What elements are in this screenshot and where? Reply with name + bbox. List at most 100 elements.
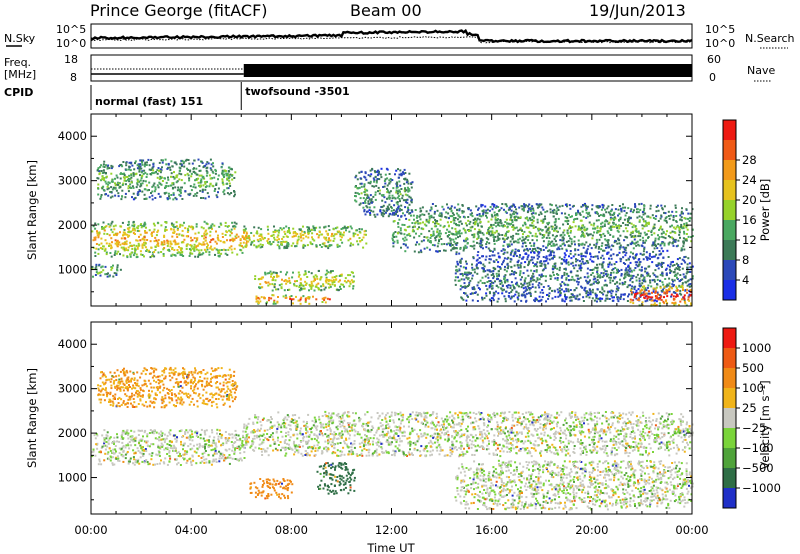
power-echo-cell [363,175,366,178]
power-echo-cell [203,234,206,237]
power-echo-cell [311,232,314,235]
power-echo-cell [541,269,544,272]
power-echo-cell [681,227,684,230]
power-echo-cell [588,221,591,224]
power-echo-cell [286,231,289,234]
power-echo-cell [180,179,183,182]
power-echo-cell [396,192,399,195]
power-echo-cell [156,169,159,172]
power-echo-cell [624,275,627,278]
power-echo-cell [643,290,646,293]
power-echo-cell [103,171,106,174]
power-echo-cell [364,201,367,204]
power-echo-cell [477,224,480,227]
power-echo-cell [103,249,106,252]
power-echo-cell [279,270,282,273]
power-echo-cell [647,273,650,276]
power-echo-cell [606,297,609,300]
power-echo-cell [559,244,562,247]
power-echo-cell [115,252,118,255]
power-echo-cell [170,160,173,163]
power-echo-cell [654,291,657,294]
power-echo-cell [542,220,545,223]
power-echo-cell [306,244,309,247]
power-echo-cell [325,230,328,233]
power-echo-cell [110,172,113,175]
power-echo-cell [327,271,330,274]
power-echo-cell [677,239,680,242]
power-echo-cell [106,275,109,278]
power-echo-cell [320,289,323,292]
power-echo-cell [268,296,271,299]
power-echo-cell [223,169,226,172]
power-echo-cell [461,272,464,275]
power-echo-cell [586,252,588,255]
power-echo-cell [526,282,529,285]
power-echo-cell [633,242,636,245]
power-echo-cell [157,242,160,245]
power-echo-cell [649,296,652,299]
power-echo-cell [229,234,232,237]
power-echo-cell [540,260,542,263]
power-echo-cell [115,274,118,276]
power-echo-cell [96,169,99,172]
power-echo-cell [384,173,387,176]
power-echo-cell [685,222,688,225]
power-echo-cell [566,273,569,276]
power-echo-cell [641,253,644,256]
power-echo-cell [554,220,557,223]
power-echo-cell [530,269,533,272]
power-echo-cell [411,210,414,213]
power-echo-cell [563,271,566,274]
power-echo-cell [648,254,651,257]
power-echo-cell [614,267,617,269]
power-echo-cell [510,243,513,246]
power-echo-cell [289,297,292,300]
power-echo-cell [495,239,498,242]
power-echo-cell [596,241,599,244]
power-echo-cell [375,179,378,182]
power-echo-cell [602,232,605,235]
power-echo-cell [359,182,362,185]
power-echo-cell [674,204,677,207]
power-colorbar-swatch [723,120,736,140]
power-echo-cell [162,253,165,255]
power-echo-cell [339,238,342,241]
power-echo-cell [683,224,686,227]
power-echo-cell [415,216,418,219]
power-echo-cell [397,190,400,193]
power-echo-cell [397,225,400,228]
power-echo-cell [380,206,383,208]
power-echo-cell [199,184,202,187]
power-echo-cell [144,230,147,233]
power-echo-cell [485,209,488,212]
power-echo-cell [258,297,261,300]
power-echo-cell [580,235,583,238]
power-echo-cell [97,223,100,226]
power-echo-cell [123,229,126,231]
power-echo-cell [467,207,470,209]
power-echo-cell [490,233,493,236]
power-echo-cell [627,295,629,298]
power-echo-cell [509,208,511,211]
power-echo-cell [628,258,630,261]
power-echo-cell [214,253,216,256]
power-echo-cell [114,182,116,185]
power-echo-cell [486,241,488,244]
power-echo-cell [195,173,198,176]
power-echo-cell [639,235,642,238]
power-echo-cell [134,247,136,250]
power-echo-cell [129,253,131,256]
power-echo-cell [649,257,651,260]
power-echo-cell [380,194,383,197]
power-echo-cell [586,248,589,251]
power-echo-cell [536,261,539,264]
power-echo-cell [518,274,521,277]
power-echo-cell [632,224,635,227]
power-echo-cell [585,249,588,252]
power-echo-cell [508,206,511,209]
power-echo-cell [268,240,271,243]
power-echo-cell [234,235,237,238]
power-echo-cell [522,233,524,236]
power-echo-cell [647,295,650,298]
